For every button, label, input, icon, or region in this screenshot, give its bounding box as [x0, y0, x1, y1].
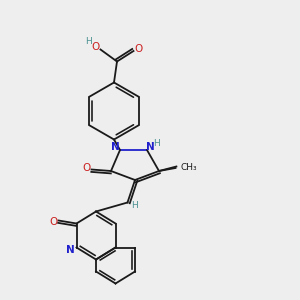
Text: CH₃: CH₃ — [180, 164, 196, 172]
Text: O: O — [49, 217, 57, 227]
Text: O: O — [82, 163, 90, 173]
Text: H: H — [85, 38, 92, 46]
Text: N: N — [111, 142, 120, 152]
Text: O: O — [135, 44, 143, 55]
Text: N: N — [146, 142, 155, 152]
Text: H: H — [153, 139, 159, 148]
Text: N: N — [66, 245, 75, 255]
Text: H: H — [132, 201, 138, 210]
Text: O: O — [92, 42, 100, 52]
